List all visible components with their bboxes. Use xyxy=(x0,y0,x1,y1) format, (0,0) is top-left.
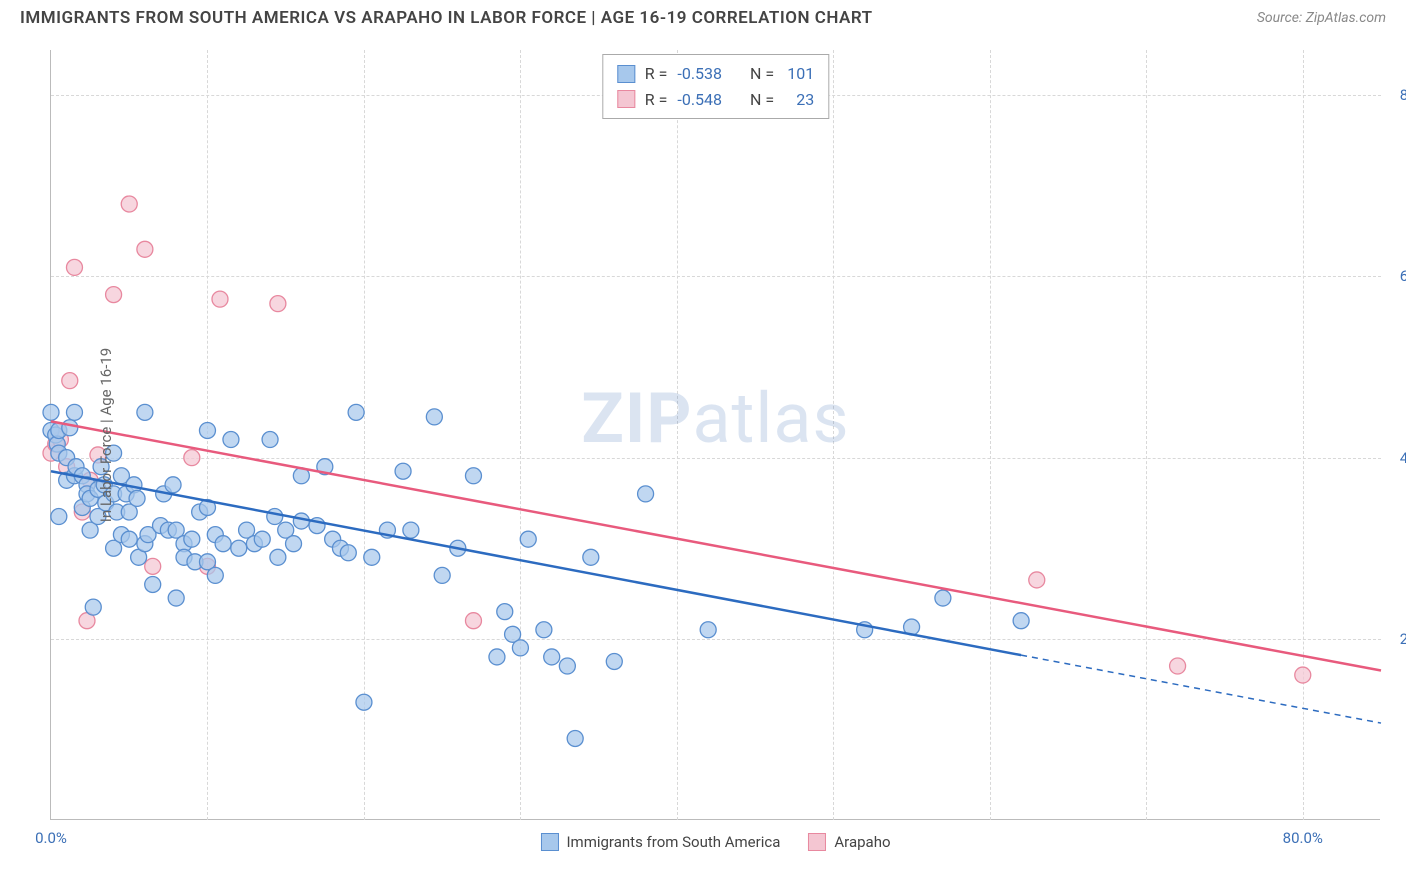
data-point xyxy=(559,658,575,674)
chart-area: ZIPatlas R =-0.538N =101R =-0.548N =23 I… xyxy=(50,50,1380,820)
data-point xyxy=(536,622,552,638)
data-point xyxy=(489,649,505,665)
r-label: R = xyxy=(645,61,668,87)
stats-box: R = -0.538 N = 101 R = -0.548 N = 23 xyxy=(602,54,829,119)
y-axis-title: In Labor Force | Age 16-19 xyxy=(97,347,115,521)
data-point xyxy=(403,522,419,538)
data-point xyxy=(544,649,560,665)
x-tick-label: 80.0% xyxy=(1283,829,1323,847)
legend-swatch xyxy=(617,90,635,108)
data-point xyxy=(231,540,247,556)
data-point xyxy=(212,291,228,307)
data-point xyxy=(165,477,181,493)
legend-swatch xyxy=(808,833,826,851)
data-point xyxy=(497,604,513,620)
n-label: N = xyxy=(750,87,774,113)
data-point xyxy=(512,640,528,656)
data-point xyxy=(85,599,101,615)
data-point xyxy=(638,486,654,502)
n-label: N = xyxy=(750,61,774,87)
data-point xyxy=(434,567,450,583)
data-point xyxy=(168,590,184,606)
data-point xyxy=(254,531,270,547)
data-point xyxy=(1029,572,1045,588)
data-point xyxy=(270,296,286,312)
data-point xyxy=(223,432,239,448)
r-label: R = xyxy=(645,87,668,113)
y-tick-label: 20.0% xyxy=(1385,630,1406,648)
y-tick-label: 40.0% xyxy=(1385,449,1406,467)
data-point xyxy=(215,536,231,552)
data-point xyxy=(184,531,200,547)
data-point xyxy=(395,463,411,479)
legend-label: Immigrants from South America xyxy=(566,833,780,851)
data-point xyxy=(348,404,364,420)
data-point xyxy=(145,558,161,574)
plot-svg xyxy=(51,50,1381,820)
data-point xyxy=(340,545,356,561)
data-point xyxy=(426,409,442,425)
data-point xyxy=(62,420,78,436)
data-point xyxy=(1170,658,1186,674)
data-point xyxy=(199,422,215,438)
data-point xyxy=(1013,613,1029,629)
y-tick-label: 60.0% xyxy=(1385,267,1406,285)
data-point xyxy=(43,404,59,420)
data-point xyxy=(62,373,78,389)
data-point xyxy=(465,468,481,484)
stats-row: R = -0.548 N = 23 xyxy=(617,87,814,113)
data-point xyxy=(583,549,599,565)
data-point xyxy=(1295,667,1311,683)
data-point xyxy=(356,694,372,710)
data-point xyxy=(364,549,380,565)
legend-swatch xyxy=(617,65,635,83)
r-value: -0.548 xyxy=(677,87,722,113)
n-value: 101 xyxy=(784,61,814,87)
data-point xyxy=(465,613,481,629)
chart-title: IMMIGRANTS FROM SOUTH AMERICA VS ARAPAHO… xyxy=(20,8,873,28)
plot-region: ZIPatlas R =-0.538N =101R =-0.548N =23 I… xyxy=(50,50,1380,820)
data-point xyxy=(286,536,302,552)
x-tick-label: 0.0% xyxy=(35,829,67,847)
legend-item: Arapaho xyxy=(808,833,890,851)
data-point xyxy=(606,653,622,669)
data-point xyxy=(51,509,67,525)
data-point xyxy=(262,432,278,448)
legend-item: Immigrants from South America xyxy=(540,833,780,851)
header: IMMIGRANTS FROM SOUTH AMERICA VS ARAPAHO… xyxy=(0,0,1406,32)
stats-row: R = -0.538 N = 101 xyxy=(617,61,814,87)
data-point xyxy=(106,287,122,303)
r-value: -0.538 xyxy=(677,61,722,87)
data-point xyxy=(293,513,309,529)
bottom-legend: Immigrants from South America Arapaho xyxy=(540,833,890,851)
data-point xyxy=(567,730,583,746)
legend-swatch xyxy=(540,833,558,851)
data-point xyxy=(184,450,200,466)
data-point xyxy=(207,567,223,583)
data-point xyxy=(270,549,286,565)
legend-label: Arapaho xyxy=(834,833,890,851)
data-point xyxy=(145,576,161,592)
data-point xyxy=(129,490,145,506)
data-point xyxy=(935,590,951,606)
data-point xyxy=(121,531,137,547)
n-value: 23 xyxy=(784,87,814,113)
data-point xyxy=(66,259,82,275)
y-tick-label: 80.0% xyxy=(1385,86,1406,104)
data-point xyxy=(137,404,153,420)
data-point xyxy=(137,241,153,257)
data-point xyxy=(121,196,137,212)
data-point xyxy=(700,622,716,638)
data-point xyxy=(520,531,536,547)
trend-line xyxy=(1021,655,1381,723)
data-point xyxy=(66,404,82,420)
data-point xyxy=(267,509,283,525)
source-text: Source: ZipAtlas.com xyxy=(1257,10,1386,26)
